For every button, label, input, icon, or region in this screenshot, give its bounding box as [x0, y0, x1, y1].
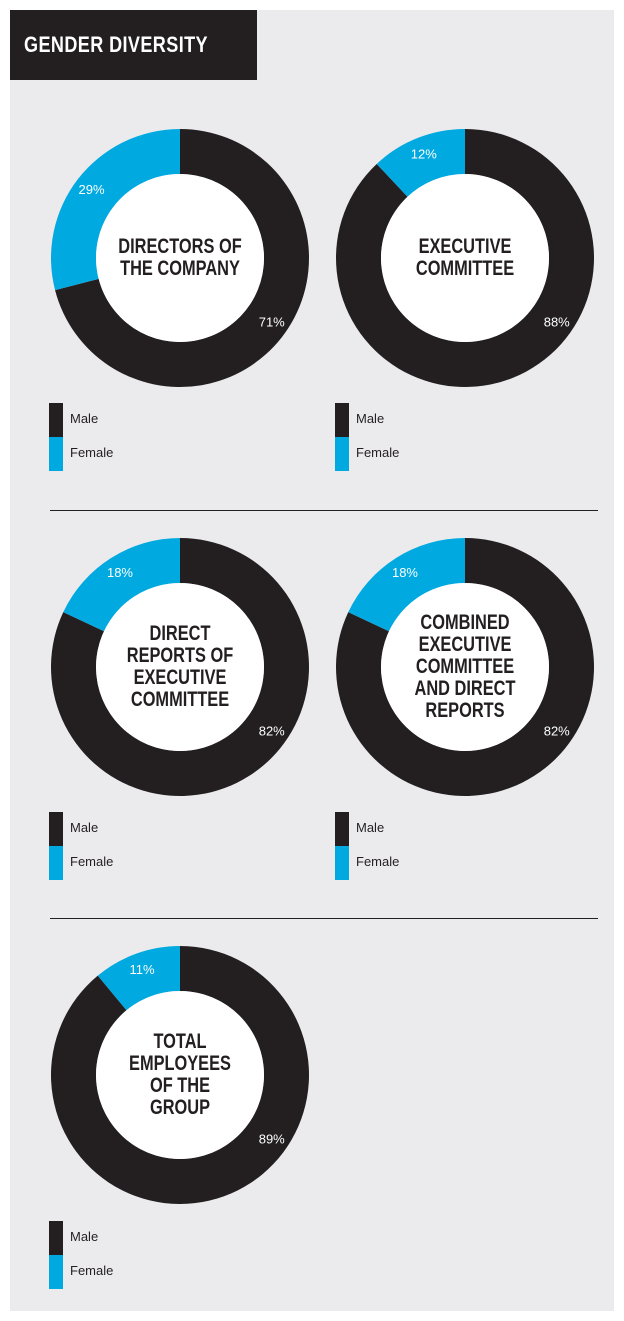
data-label-female: 29% — [78, 182, 104, 197]
legend-executive-committee: Male Female — [335, 403, 535, 471]
legend-swatch-female — [335, 846, 349, 880]
donut-svg: 88% 12% — [336, 129, 594, 387]
legend-item-female: Female — [49, 1255, 249, 1289]
data-label-male: 82% — [544, 724, 570, 739]
donut-svg: 82% 18% — [50, 538, 309, 796]
donut-hole — [96, 174, 264, 342]
donut-chart-total-employees: 89% 11% TOTAL EMPLOYEES OF THE GROUP — [50, 945, 310, 1205]
legend-item-male: Male — [49, 812, 249, 846]
legend-swatch-male — [49, 812, 63, 846]
legend-item-male: Male — [49, 1221, 249, 1255]
legend-item-male: Male — [335, 403, 535, 437]
page-title: GENDER DIVERSITY — [24, 32, 208, 57]
data-label-female: 18% — [107, 565, 133, 580]
legend-swatch-male — [49, 403, 63, 437]
donut-hole — [96, 583, 264, 751]
legend-label-female: Female — [70, 854, 114, 869]
donut-svg: 71% 29% — [51, 129, 310, 388]
donut-chart-direct-reports: 82% 18% DIRECT REPORTS OF EXECUTIVE COMMI… — [50, 537, 310, 797]
legend-item-female: Female — [49, 846, 249, 880]
legend-label-male: Male — [70, 411, 99, 426]
legend-swatch-female — [49, 846, 63, 880]
section-divider — [50, 510, 598, 511]
donut-hole — [381, 583, 549, 751]
donut-svg: 89% 11% — [50, 946, 309, 1204]
slice-female — [97, 946, 180, 1011]
legend-swatch-male — [49, 1221, 63, 1255]
donut-hole — [96, 991, 264, 1159]
legend-label-male: Male — [356, 820, 385, 835]
slice-female — [63, 538, 180, 632]
donut-svg: 82% 18% — [336, 538, 594, 796]
slice-female — [376, 129, 465, 197]
legend-label-male: Male — [70, 1229, 99, 1244]
data-label-male: 89% — [259, 1132, 285, 1147]
slice-male — [55, 129, 310, 388]
legend-item-female: Female — [335, 846, 535, 880]
section-divider — [50, 918, 598, 919]
data-label-female: 18% — [392, 565, 418, 580]
legend-swatch-male — [335, 403, 349, 437]
donut-chart-combined: 82% 18% COMBINED EXECUTIVE COMMITTEE AND … — [335, 537, 595, 797]
data-label-male: 88% — [544, 315, 570, 330]
legend-label-female: Female — [70, 1263, 114, 1278]
legend-label-female: Female — [70, 445, 114, 460]
slice-male — [50, 946, 309, 1204]
legend-item-male: Male — [49, 403, 249, 437]
legend-swatch-female — [49, 1255, 63, 1289]
data-label-female: 11% — [130, 962, 155, 977]
legend-item-male: Male — [335, 812, 535, 846]
legend-label-male: Male — [356, 411, 385, 426]
legend-direct-reports: Male Female — [49, 812, 249, 880]
legend-combined: Male Female — [335, 812, 535, 880]
data-label-male: 71% — [259, 315, 285, 330]
legend-label-female: Female — [356, 854, 400, 869]
legend-swatch-male — [335, 812, 349, 846]
legend-swatch-female — [335, 437, 349, 471]
legend-item-female: Female — [49, 437, 249, 471]
donut-chart-directors: 71% 29% DIRECTORS OF THE COMPANY — [50, 128, 310, 388]
data-label-female: 12% — [411, 146, 437, 161]
legend-total-employees: Male Female — [49, 1221, 249, 1289]
slice-male — [336, 129, 594, 387]
section-header: GENDER DIVERSITY — [10, 10, 257, 80]
donut-hole — [381, 174, 549, 342]
slice-female — [348, 538, 465, 632]
legend-label-male: Male — [70, 820, 99, 835]
data-label-male: 82% — [259, 724, 285, 739]
legend-swatch-female — [49, 437, 63, 471]
legend-directors: Male Female — [49, 403, 249, 471]
slice-male — [336, 538, 594, 796]
slice-male — [50, 538, 309, 796]
slice-female — [51, 129, 180, 291]
legend-label-female: Female — [356, 445, 400, 460]
donut-chart-executive-committee: 88% 12% EXECUTIVE COMMITTEE — [335, 128, 595, 388]
legend-item-female: Female — [335, 437, 535, 471]
